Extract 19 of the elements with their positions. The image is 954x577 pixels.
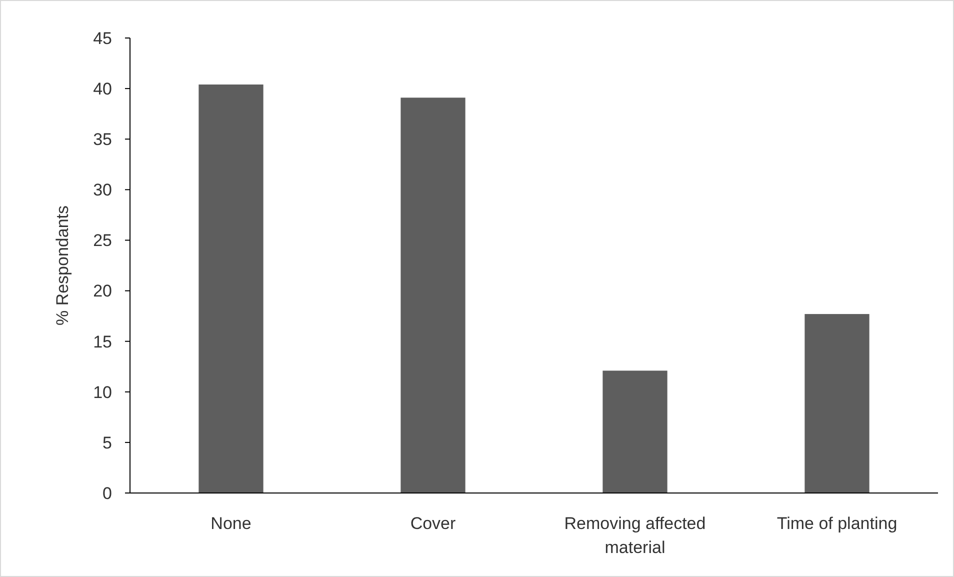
x-tick-label: Removing affected material: [564, 514, 706, 557]
y-tick-label: 10: [93, 382, 112, 402]
y-tick-label: 25: [93, 231, 112, 250]
x-tick-label: None: [210, 514, 252, 533]
bar: [602, 370, 668, 493]
y-tick-label: 5: [102, 433, 112, 452]
y-axis-title: % Respondants: [53, 205, 72, 326]
y-tick-label: 20: [93, 282, 112, 301]
y-tick-label: 15: [93, 332, 112, 352]
y-tick-label: 30: [93, 180, 112, 200]
y-tick-label: 40: [93, 80, 112, 99]
bar: [804, 314, 870, 493]
y-tick-label: 45: [93, 28, 112, 48]
y-tick-label: 0: [102, 484, 112, 503]
x-tick-label: Cover: [410, 514, 456, 533]
x-tick-label: Time of planting: [776, 514, 898, 533]
y-tick-label: 35: [93, 130, 112, 150]
bar: [400, 98, 466, 493]
bar: [198, 84, 264, 493]
